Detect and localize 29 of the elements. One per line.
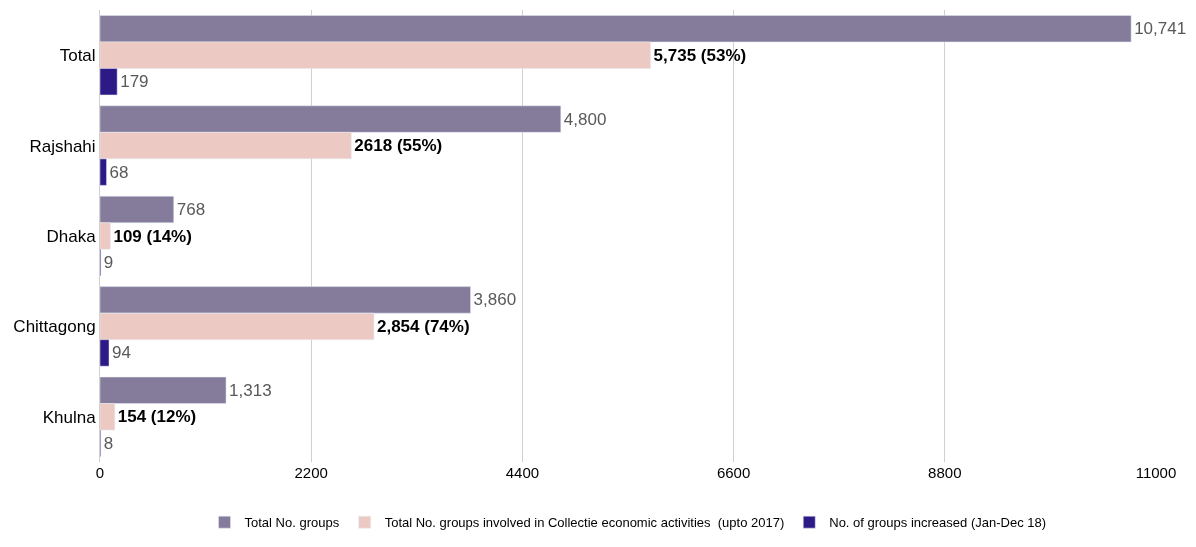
x-tick-label: 8800: [928, 464, 962, 481]
data-label: 768: [176, 199, 206, 219]
data-label: 68: [109, 162, 129, 182]
x-tick-label: 6600: [716, 464, 751, 481]
x-tick-label: 2200: [294, 464, 328, 481]
data-label: 5,735 (53%): [653, 45, 747, 65]
data-label: 3,860: [473, 290, 517, 310]
y-tick-label: Khulna: [42, 407, 97, 427]
legend-label: Total No. groups involved in Collectie economic activities (upto 2017): [384, 515, 785, 531]
data-label: 8: [103, 433, 114, 453]
data-label: 1,313: [229, 380, 272, 400]
legend-label: No. of groups increased (Jan-Dec 18): [829, 515, 1047, 531]
data-label: 9: [103, 253, 114, 273]
data-label: 10,741: [1134, 19, 1187, 39]
data-label: 2,854 (74%): [376, 316, 470, 336]
x-tick-label: 11000: [1135, 464, 1177, 481]
data-label: 154 (12%): [117, 407, 197, 427]
legend-label: Total No. groups: [244, 515, 340, 531]
data-label: 94: [112, 343, 131, 363]
x-tick-label: 0: [95, 464, 105, 481]
y-tick-label: Total: [59, 46, 96, 66]
data-label: 4,800: [563, 109, 607, 129]
y-tick-label: Chittagong: [13, 317, 96, 337]
x-tick-label: 4400: [505, 464, 540, 481]
y-tick-label: Rajshahi: [29, 136, 96, 156]
data-label: 2618 (55%): [354, 136, 443, 156]
data-label: 109 (14%): [113, 226, 192, 246]
data-label: 179: [120, 72, 149, 92]
y-tick-label: Dhaka: [46, 226, 97, 246]
